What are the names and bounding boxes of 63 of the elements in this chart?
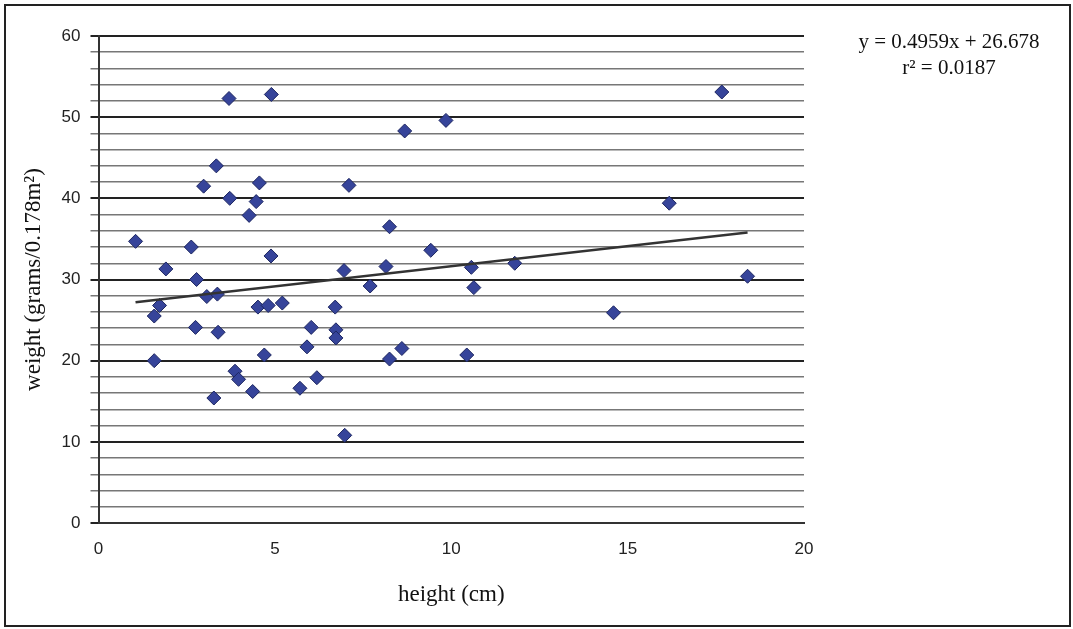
point [309, 370, 325, 386]
point [382, 351, 398, 367]
y-tick-label: 30 [61, 269, 81, 289]
point [146, 353, 162, 369]
point [438, 112, 454, 128]
point [328, 330, 344, 346]
point [188, 319, 204, 335]
point [661, 195, 677, 211]
point [189, 272, 205, 287]
y-tick-label: 50 [61, 106, 81, 126]
x-tick-label: 0 [93, 538, 104, 558]
point [336, 263, 352, 279]
x-tick-label: 20 [794, 538, 814, 558]
text: r² = 0.0187 [902, 54, 996, 79]
point [245, 384, 261, 400]
point [714, 84, 730, 100]
point [231, 371, 247, 387]
text: y = 0.4959x + 26.678 [858, 28, 1040, 53]
point [183, 239, 199, 255]
point [241, 207, 257, 223]
point [394, 340, 410, 356]
y-tick-label: 0 [71, 512, 81, 532]
point [210, 324, 226, 340]
point [397, 123, 413, 139]
point [256, 347, 272, 363]
point [459, 347, 475, 363]
x-tick-label: 15 [618, 538, 638, 558]
point [251, 175, 267, 191]
point [740, 268, 756, 284]
point [221, 91, 237, 106]
point [303, 319, 319, 335]
point [208, 158, 224, 174]
point [382, 219, 398, 235]
point [222, 190, 238, 206]
point [362, 278, 378, 294]
point [274, 295, 290, 311]
point [250, 299, 266, 315]
point [158, 261, 174, 277]
point [260, 297, 276, 313]
y-tick-label: 60 [61, 25, 81, 45]
y-tick-label: 20 [61, 350, 81, 370]
x-axis-title: height (cm) [397, 581, 505, 607]
y-tick-label: 40 [61, 188, 81, 208]
point [299, 339, 315, 355]
y-axis-title: weight (grams/0.178m²) [19, 168, 45, 391]
point [263, 86, 279, 102]
point [423, 242, 439, 258]
point [327, 299, 343, 315]
point [337, 427, 353, 443]
y-tick-label: 10 [61, 431, 81, 451]
point [341, 177, 357, 193]
x-tick-label: 10 [441, 538, 461, 558]
point [196, 178, 212, 194]
point [263, 248, 279, 264]
point [128, 233, 144, 249]
point [606, 305, 622, 321]
point [206, 390, 222, 406]
point [146, 308, 162, 324]
point [466, 280, 482, 296]
point [378, 259, 394, 275]
x-tick-label: 5 [270, 538, 280, 558]
point [248, 194, 264, 210]
point [292, 380, 308, 396]
